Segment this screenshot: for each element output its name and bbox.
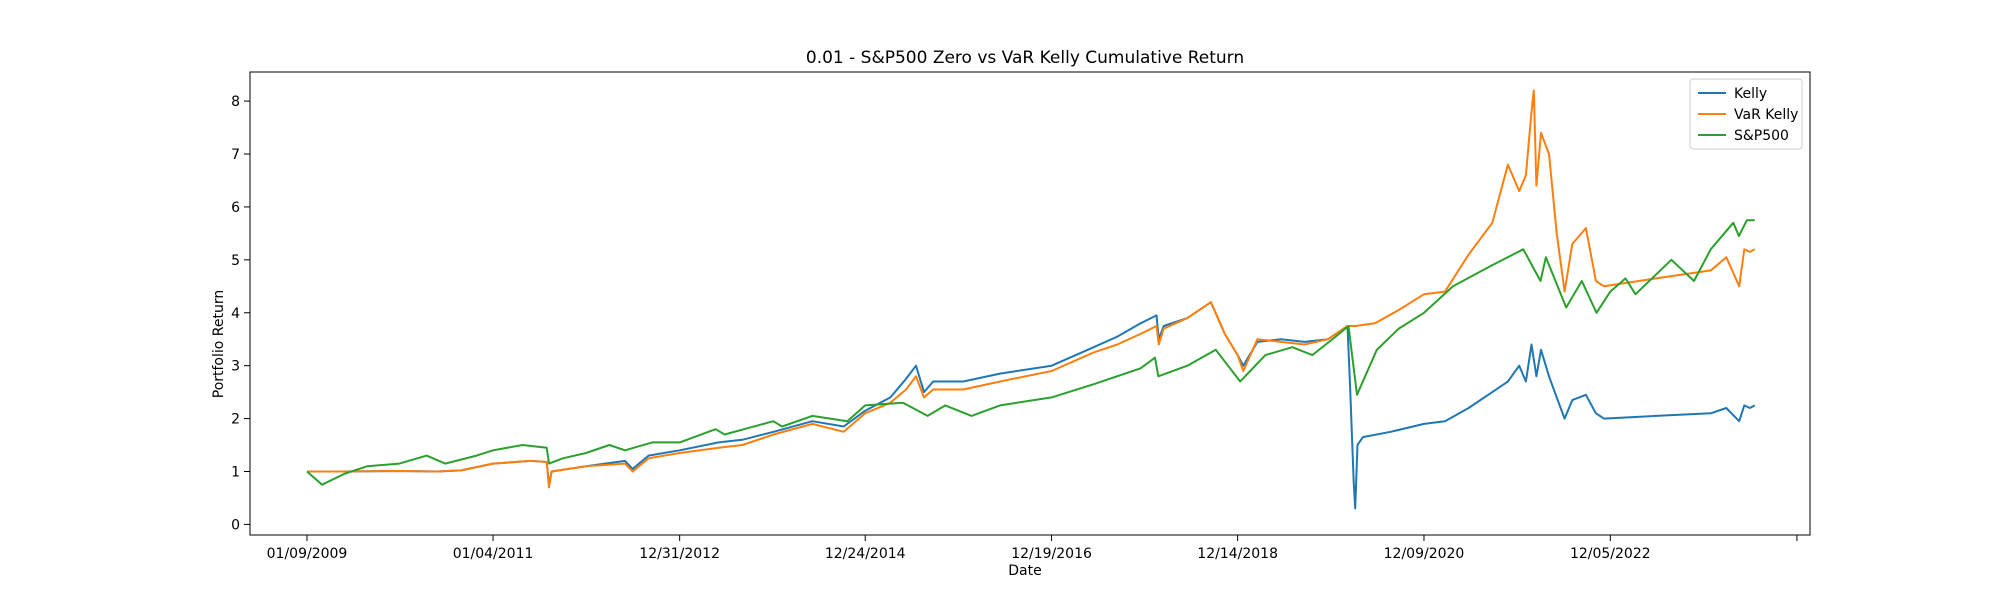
y-tick-label: 2 bbox=[231, 412, 240, 428]
x-tick-label: 01/09/2009 bbox=[267, 546, 348, 562]
x-axis-label: Date bbox=[1008, 563, 1041, 579]
legend-label-1: VaR Kelly bbox=[1734, 107, 1798, 123]
y-tick-label: 7 bbox=[231, 147, 240, 163]
y-axis-label: Portfolio Return bbox=[211, 290, 227, 399]
y-tick-label: 6 bbox=[231, 200, 240, 216]
y-tick-label: 4 bbox=[231, 306, 240, 322]
y-axis: 0 1 2 3 4 5 6 7 8 bbox=[231, 94, 250, 533]
series-line-0 bbox=[307, 301, 1756, 510]
x-tick-label: 12/14/2018 bbox=[1197, 546, 1278, 562]
series-line-1 bbox=[307, 89, 1756, 489]
x-tick-label: 12/19/2016 bbox=[1011, 546, 1092, 562]
y-tick-label: 0 bbox=[231, 517, 240, 533]
y-tick-label: 1 bbox=[231, 465, 240, 481]
legend-label-2: S&P500 bbox=[1734, 128, 1789, 144]
x-tick-label: 12/24/2014 bbox=[825, 546, 906, 562]
legend-label-0: Kelly bbox=[1734, 86, 1767, 102]
x-tick-label: 12/31/2012 bbox=[639, 546, 720, 562]
plot-frame bbox=[249, 71, 1811, 536]
y-tick-label: 5 bbox=[231, 253, 240, 269]
y-tick-label: 3 bbox=[231, 359, 240, 375]
x-tick-label: 12/09/2020 bbox=[1384, 546, 1465, 562]
series-line-2 bbox=[306, 219, 1755, 486]
x-axis: 01/09/2009 01/04/2011 12/31/2012 12/24/2014… bbox=[267, 535, 1798, 562]
chart-title: 0.01 - S&P500 Zero vs VaR Kelly Cumulati… bbox=[806, 48, 1244, 68]
x-tick-label: 12/05/2022 bbox=[1570, 546, 1651, 562]
legend: Kelly VaR Kelly S&P500 bbox=[1689, 78, 1803, 150]
y-tick-label: 8 bbox=[231, 94, 240, 110]
x-tick-label: 01/04/2011 bbox=[453, 546, 534, 562]
plot-area bbox=[306, 89, 1756, 510]
legend-box bbox=[1689, 78, 1803, 150]
